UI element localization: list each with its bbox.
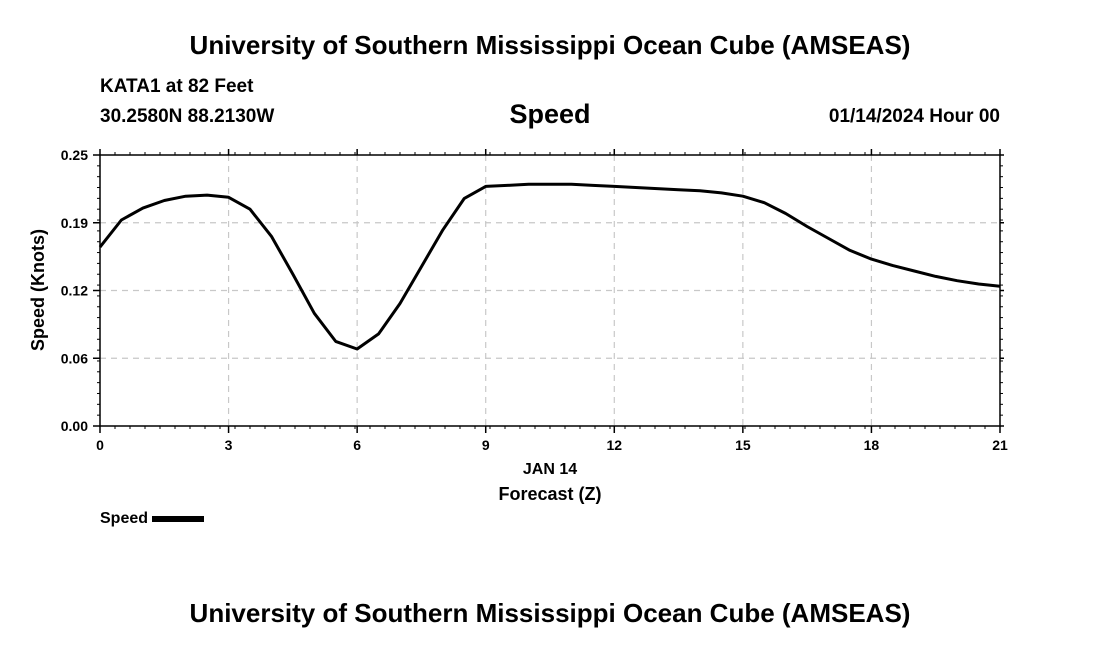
- chart-title-top: University of Southern Mississippi Ocean…: [189, 30, 911, 60]
- coordinates-label: 30.2580N 88.2130W: [100, 106, 275, 127]
- variable-title: Speed: [509, 99, 591, 129]
- x-tick-label: 12: [606, 437, 622, 453]
- x-tick-label: 6: [353, 437, 361, 453]
- x-tick-label: 15: [735, 437, 751, 453]
- y-tick-label: 0.00: [61, 418, 88, 434]
- legend-swatch: [152, 516, 205, 522]
- y-tick-label: 0.06: [61, 350, 88, 366]
- tick-labels: 0 3 6 9 12 15 18 21 0.00 0.06 0.12 0.19 0.25: [61, 147, 1008, 453]
- x-axis-date-label: JAN 14: [523, 461, 577, 478]
- x-axis-label: Forecast (Z): [498, 484, 601, 504]
- forecast-datetime: 01/14/2024 Hour 00: [828, 106, 1000, 127]
- x-tick-label: 3: [225, 437, 233, 453]
- y-axis-label: Speed (Knots): [28, 229, 48, 351]
- legend: Speed: [100, 510, 205, 528]
- station-label: KATA1 at 82 Feet: [100, 76, 254, 97]
- x-tick-label: 0: [96, 437, 104, 453]
- minor-ticks: [93, 149, 1004, 433]
- y-tick-label: 0.12: [61, 283, 88, 299]
- y-tick-label: 0.25: [61, 147, 88, 163]
- grid-lines: [100, 155, 1000, 426]
- x-tick-label: 18: [864, 437, 880, 453]
- y-tick-label: 0.19: [61, 215, 88, 231]
- legend-label: Speed: [100, 510, 149, 527]
- x-tick-label: 21: [992, 437, 1008, 453]
- chart-title-bottom: University of Southern Mississippi Ocean…: [189, 598, 911, 628]
- x-tick-label: 9: [482, 437, 490, 453]
- speed-series-line: [98, 182, 1001, 351]
